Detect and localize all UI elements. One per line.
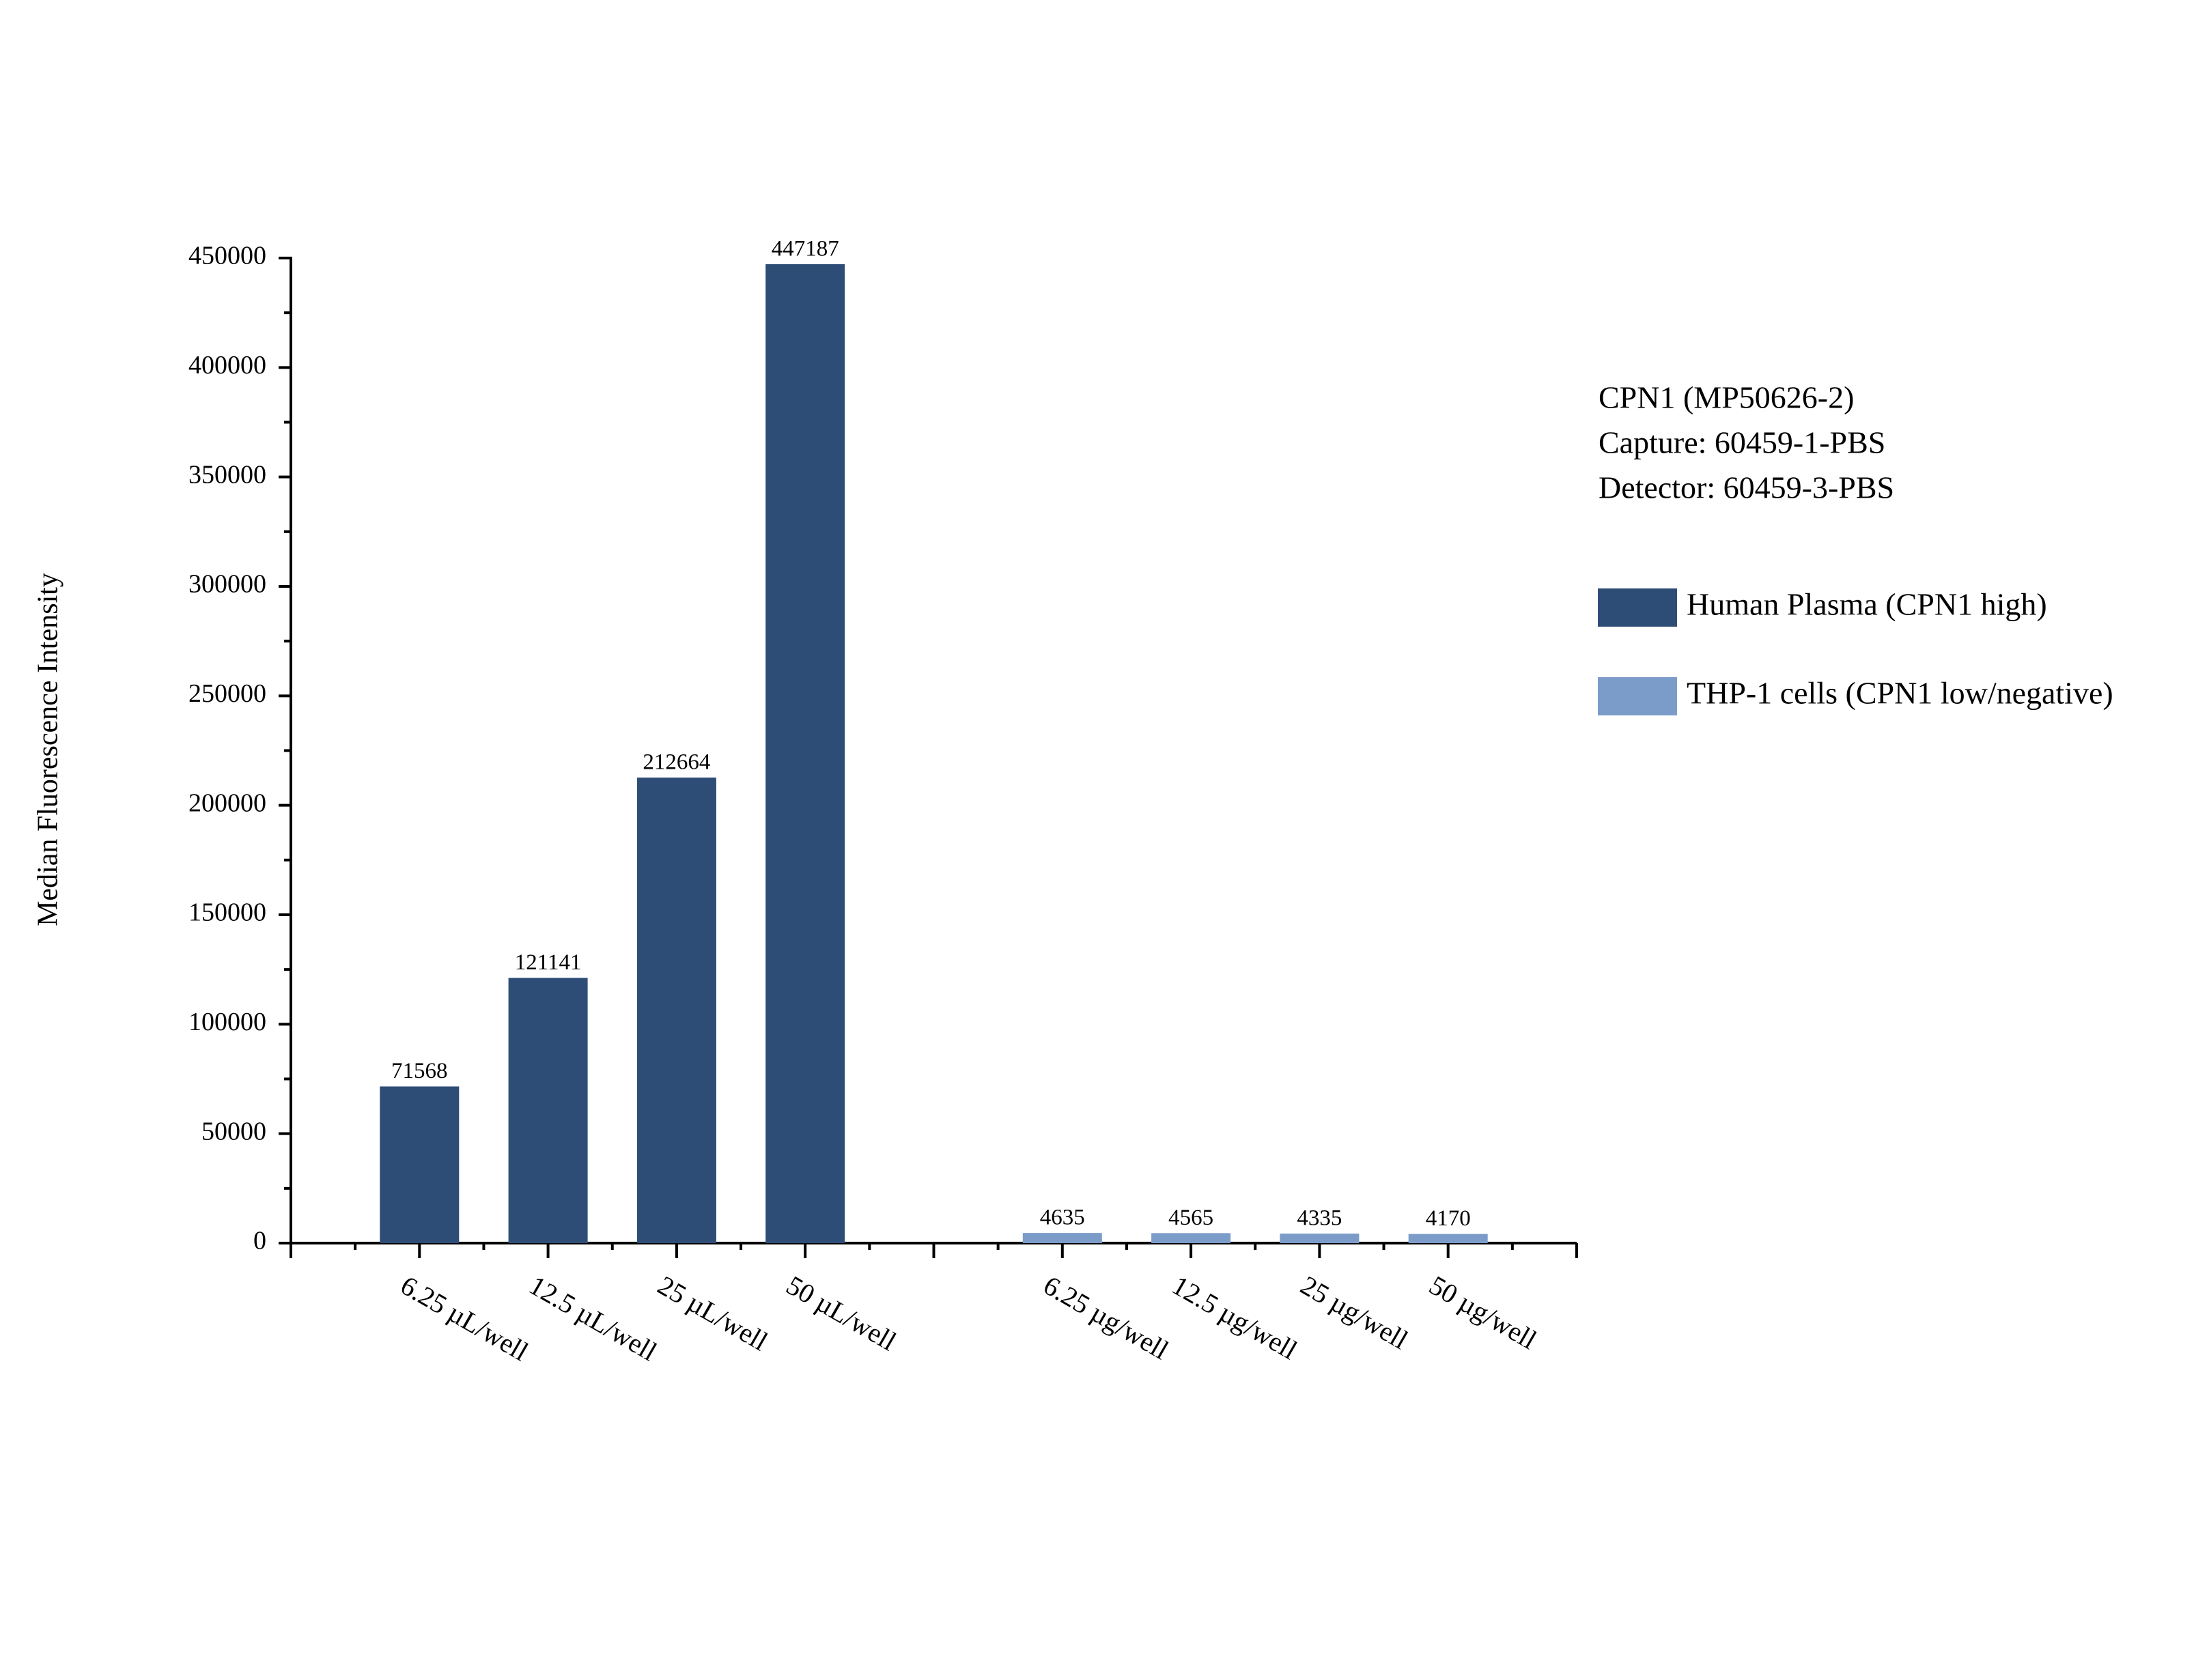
x-tick-label: 25 µg/well xyxy=(1295,1270,1413,1356)
data-label: 4335 xyxy=(1297,1206,1342,1231)
y-tick-label: 300000 xyxy=(188,570,266,599)
annotation: CPN1 (MP50626-2) xyxy=(1599,380,1854,415)
bar xyxy=(380,1086,460,1243)
bar xyxy=(1151,1233,1231,1243)
bar xyxy=(636,778,716,1243)
bar xyxy=(508,978,588,1243)
data-label: 447187 xyxy=(772,237,839,261)
bar xyxy=(1408,1234,1488,1243)
y-tick-label: 400000 xyxy=(188,351,266,380)
bar xyxy=(765,264,845,1243)
legend-swatch xyxy=(1598,677,1677,715)
x-tick-label: 12.5 µg/well xyxy=(1167,1270,1302,1366)
legend-label: THP-1 cells (CPN1 low/negative) xyxy=(1687,676,2113,711)
x-tick-label: 50 µL/well xyxy=(781,1270,901,1357)
y-tick-label: 350000 xyxy=(188,460,266,489)
data-label: 212664 xyxy=(643,750,710,775)
annotation: Capture: 60459-1-PBS xyxy=(1599,425,1885,460)
data-label: 121141 xyxy=(515,950,582,975)
y-axis-title: Median Fluorescence Intensity xyxy=(33,573,64,926)
legend-label: Human Plasma (CPN1 high) xyxy=(1687,587,2047,622)
data-label: 4635 xyxy=(1040,1206,1085,1230)
x-tick-label: 6.25 µL/well xyxy=(395,1270,533,1367)
annotation: Detector: 60459-3-PBS xyxy=(1599,470,1894,505)
x-tick-label: 25 µL/well xyxy=(653,1270,773,1357)
y-tick-label: 150000 xyxy=(188,898,266,927)
bar xyxy=(1022,1233,1102,1243)
y-tick-label: 250000 xyxy=(188,679,266,708)
x-tick-label: 6.25 µg/well xyxy=(1039,1270,1174,1366)
x-tick-label: 12.5 µL/well xyxy=(524,1270,662,1367)
data-label: 4565 xyxy=(1168,1206,1213,1230)
data-label: 4170 xyxy=(1426,1206,1471,1231)
x-tick-label: 50 µg/well xyxy=(1424,1270,1542,1356)
y-tick-label: 50000 xyxy=(201,1117,266,1145)
y-tick-label: 450000 xyxy=(188,242,266,270)
y-tick-label: 100000 xyxy=(188,1008,266,1036)
y-tick-label: 200000 xyxy=(188,788,266,817)
legend-swatch xyxy=(1598,588,1677,627)
bar xyxy=(1280,1234,1360,1243)
data-label: 71568 xyxy=(391,1059,448,1083)
y-tick-label: 0 xyxy=(253,1227,266,1255)
